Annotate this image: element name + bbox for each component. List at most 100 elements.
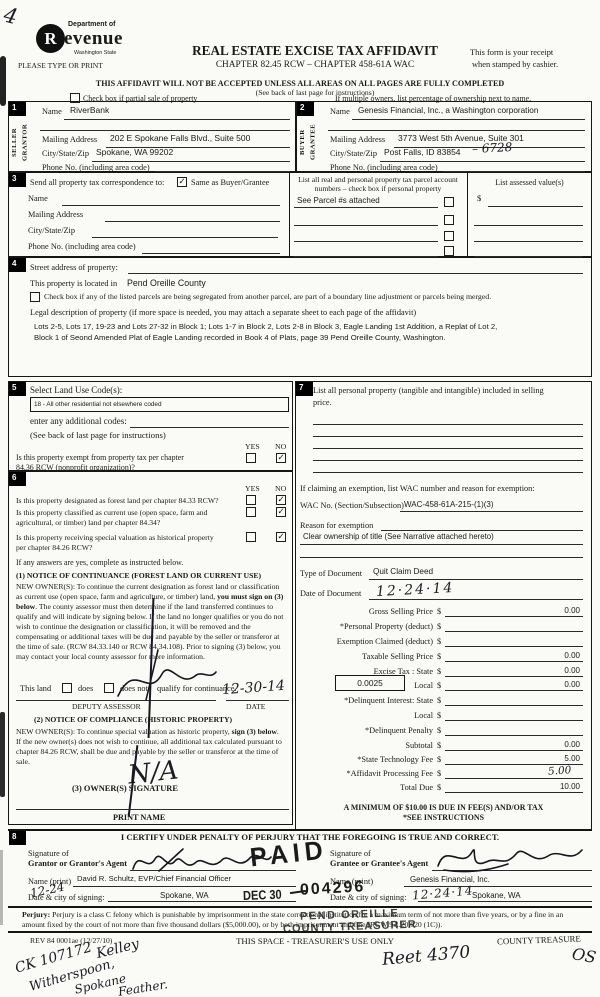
money-row-value: 0.00 <box>564 740 580 749</box>
money-line <box>445 631 583 632</box>
blank-line <box>369 579 583 580</box>
money-row-label: Subtotal <box>405 741 433 750</box>
money-row-value: 0.00 <box>564 606 580 615</box>
blank-line <box>142 253 280 254</box>
this-land-label: This land <box>20 684 52 693</box>
blank-line <box>92 237 278 238</box>
multiple-owners-note: If multiple owners, list percentage of o… <box>335 94 532 103</box>
yes-header: YES <box>245 442 260 451</box>
current-use-yes-checkbox <box>246 507 256 517</box>
notice-compliance-title: (2) NOTICE OF COMPLIANCE (HISTORIC PROPE… <box>34 715 233 724</box>
money-row-value: 0.00 <box>564 666 580 675</box>
money-row-value: 5.00 <box>564 754 580 763</box>
side-label-grantor: GRANTOR <box>21 123 29 161</box>
see-back-instructions: (See back of last page for instructions) <box>30 430 166 440</box>
forest-yes-checkbox <box>246 495 256 505</box>
money-row-label: *State Technology Fee <box>357 755 433 764</box>
money-line <box>445 735 583 736</box>
notice-text-bold: you must sign on (3) below <box>16 592 284 611</box>
does-checkbox <box>62 683 72 693</box>
column-divider <box>289 172 290 257</box>
historic-question-line2: per chapter 84.26 RCW? <box>16 543 93 552</box>
receipt-note-line2: when stamped by cashier. <box>472 60 559 69</box>
money-line <box>445 720 583 721</box>
money-line <box>445 661 583 662</box>
claiming-exemption-note: If claiming an exemption, list WAC numbe… <box>300 484 535 493</box>
grantor-signature-line <box>130 870 296 871</box>
money-row-label: Local <box>414 681 433 690</box>
does-not-checkbox <box>104 683 114 693</box>
segregated-checkbox <box>30 292 40 302</box>
money-line <box>445 690 583 691</box>
document-type-value: Quit Claim Deed <box>373 567 434 576</box>
buyer-zip-handwriting: – 6728 <box>471 139 513 157</box>
historic-yes-checkbox <box>246 532 256 542</box>
dollar-sign: $ <box>477 193 482 203</box>
section-1-badge: 1 <box>9 102 26 116</box>
perjury-statement: Perjury: Perjury is a class C felony whi… <box>22 910 580 930</box>
blank-line <box>155 171 290 172</box>
section-4-badge: 4 <box>9 258 26 272</box>
grantee-name-value: Genesis Financial, Inc. <box>410 875 490 884</box>
corner-handwriting: 4 <box>1 2 21 30</box>
dor-logo-icon: R <box>36 24 65 53</box>
money-row-label: Exemption Claimed (deduct) <box>336 637 433 646</box>
send-correspondence-label: Send all property tax correspondence to: <box>30 178 165 187</box>
blank-line <box>404 886 592 887</box>
buyer-phone-label: Phone No. (including area code) <box>330 163 438 172</box>
certify-statement: I CERTIFY UNDER PENALTY OF PERJURY THAT … <box>120 832 500 842</box>
seller-mail-value: 202 E Spokane Falls Blvd., Suite 500 <box>110 133 251 143</box>
blank-line <box>128 273 583 274</box>
dollar-sign: $ <box>437 711 442 720</box>
exempt-question-line2: 84.36 RCW (nonprofit organization)? <box>16 463 135 472</box>
current-use-no-checkbox: ✓ <box>276 507 286 517</box>
grantee-name-print-label: Name (print) <box>330 877 374 886</box>
grantor-name-value: David R. Schultz, EVP/Chief Financial Of… <box>77 874 232 883</box>
page-title: REAL ESTATE EXCISE TAX AFFIDAVIT <box>192 43 438 58</box>
minimum-fee-note: A MINIMUM OF $10.00 IS DUE IN FEE(S) AND… <box>343 803 544 812</box>
side-label-grantee: GRANTEE <box>309 123 317 161</box>
deputy-date-line <box>226 700 289 701</box>
property-location-box <box>8 257 592 377</box>
assessed-value-header: List assessed value(s) <box>495 178 564 187</box>
date-label: DATE <box>246 702 266 711</box>
please-type-or-print: PLEASE TYPE OR PRINT <box>18 61 103 70</box>
section-7-badge: 7 <box>296 382 313 396</box>
buyer-mail-value: 3773 West 5th Avenue, Suite 301 <box>398 133 524 143</box>
notice-continuance-text: NEW OWNER(S): To continue the current de… <box>16 582 284 662</box>
blank-line <box>105 221 280 222</box>
money-line <box>445 616 583 617</box>
seller-grantor-side-label: SELLER GRANTOR <box>10 116 31 168</box>
seller-mail-label: Mailing Address <box>42 135 98 144</box>
partial-sale-checkbox <box>70 93 80 103</box>
county-value: Pend Oreille County <box>127 278 206 288</box>
s3-csz-label: City/State/Zip <box>28 226 76 235</box>
blank-line <box>92 161 290 162</box>
checkmark: ✓ <box>178 177 186 187</box>
dollar-sign: $ <box>437 681 442 690</box>
money-row-value: 0.00 <box>564 651 580 660</box>
logo-dept: Department of <box>68 21 116 28</box>
logo-state: Washington State <box>74 50 117 56</box>
located-in-label: This property is located in <box>30 279 118 288</box>
parcel-value: See Parcel #s attached <box>297 196 380 205</box>
scan-edge-mark <box>0 850 3 925</box>
blank-line <box>381 530 583 531</box>
blank-line <box>73 886 296 887</box>
blank-line <box>474 241 583 242</box>
money-row-label: Excise Tax : State <box>373 667 433 676</box>
header-notice: THIS AFFIDAVIT WILL NOT BE ACCEPTED UNLE… <box>95 79 505 88</box>
exempt-no-checkbox: ✓ <box>276 453 286 463</box>
receipt-number-stamp: 004296 <box>299 878 366 899</box>
grantor-signature <box>132 848 272 872</box>
see-instructions-note: *SEE INSTRUCTIONS <box>403 813 484 822</box>
exempt-question-line1: Is this property exempt from property ta… <box>16 453 184 462</box>
dollar-sign: $ <box>437 769 442 778</box>
section-3-badge: 3 <box>9 173 26 187</box>
reason-exemption-value: Clear ownership of title (See Narrative … <box>303 532 494 541</box>
blank-line <box>300 557 583 558</box>
grantee-signature-of-label: Signature of <box>330 849 371 858</box>
deputy-assessor-label: DEPUTY ASSESSOR <box>72 702 141 711</box>
money-row-label: Taxable Selling Price <box>362 652 433 661</box>
money-row-label: *Affidavit Processing Fee <box>346 769 434 778</box>
